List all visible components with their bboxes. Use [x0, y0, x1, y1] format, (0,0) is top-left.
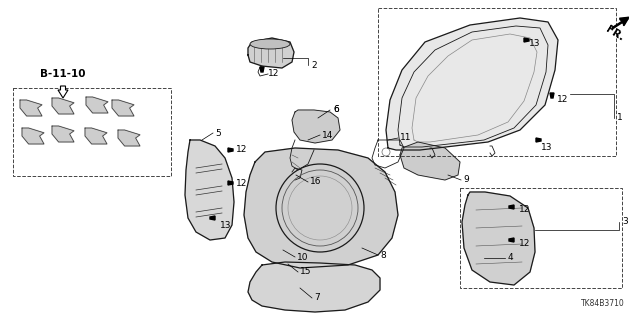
- Polygon shape: [112, 100, 134, 116]
- Text: 11: 11: [400, 133, 412, 143]
- Polygon shape: [386, 18, 558, 150]
- Text: 12: 12: [236, 145, 248, 154]
- Text: 2: 2: [311, 61, 317, 70]
- Text: 1: 1: [617, 114, 623, 122]
- Text: 12: 12: [268, 69, 280, 78]
- Polygon shape: [524, 38, 529, 42]
- Polygon shape: [20, 100, 42, 116]
- Bar: [378, 8, 616, 156]
- Polygon shape: [509, 205, 514, 209]
- Text: 13: 13: [529, 39, 541, 48]
- Polygon shape: [400, 142, 460, 180]
- Text: B-11-10: B-11-10: [40, 69, 86, 79]
- Ellipse shape: [250, 39, 290, 49]
- FancyArrow shape: [58, 86, 68, 98]
- Text: 6: 6: [333, 106, 339, 115]
- Polygon shape: [185, 140, 234, 240]
- Polygon shape: [550, 93, 554, 98]
- Polygon shape: [210, 216, 215, 220]
- Text: TK84B3710: TK84B3710: [581, 299, 625, 308]
- Text: 15: 15: [300, 268, 312, 277]
- Text: 5: 5: [215, 129, 221, 137]
- Polygon shape: [248, 262, 380, 312]
- Text: 12: 12: [557, 94, 568, 103]
- Text: 3: 3: [622, 218, 628, 226]
- Text: 10: 10: [297, 253, 308, 262]
- Polygon shape: [509, 238, 514, 242]
- Text: 13: 13: [220, 220, 232, 229]
- Text: 12: 12: [519, 205, 531, 214]
- Polygon shape: [22, 128, 44, 144]
- Polygon shape: [52, 98, 74, 114]
- Text: 7: 7: [314, 293, 320, 302]
- Text: 9: 9: [463, 175, 468, 184]
- Text: 13: 13: [541, 143, 552, 152]
- Text: 14: 14: [322, 130, 333, 139]
- Polygon shape: [228, 181, 233, 185]
- Text: 12: 12: [519, 239, 531, 248]
- Polygon shape: [248, 38, 294, 68]
- Polygon shape: [244, 148, 398, 268]
- Polygon shape: [536, 138, 541, 142]
- Text: 4: 4: [508, 254, 514, 263]
- Text: 6: 6: [333, 106, 339, 115]
- Text: 12: 12: [236, 179, 248, 188]
- Polygon shape: [228, 148, 233, 152]
- Text: 8: 8: [380, 250, 386, 259]
- Polygon shape: [292, 110, 340, 143]
- Bar: [460, 188, 622, 288]
- Polygon shape: [462, 192, 535, 285]
- Polygon shape: [52, 126, 74, 142]
- Text: FR.: FR.: [604, 25, 626, 43]
- Polygon shape: [118, 130, 140, 146]
- Bar: [13, 88, 171, 176]
- Polygon shape: [260, 67, 264, 72]
- Polygon shape: [85, 128, 107, 144]
- Polygon shape: [86, 97, 108, 113]
- Text: 16: 16: [310, 177, 321, 187]
